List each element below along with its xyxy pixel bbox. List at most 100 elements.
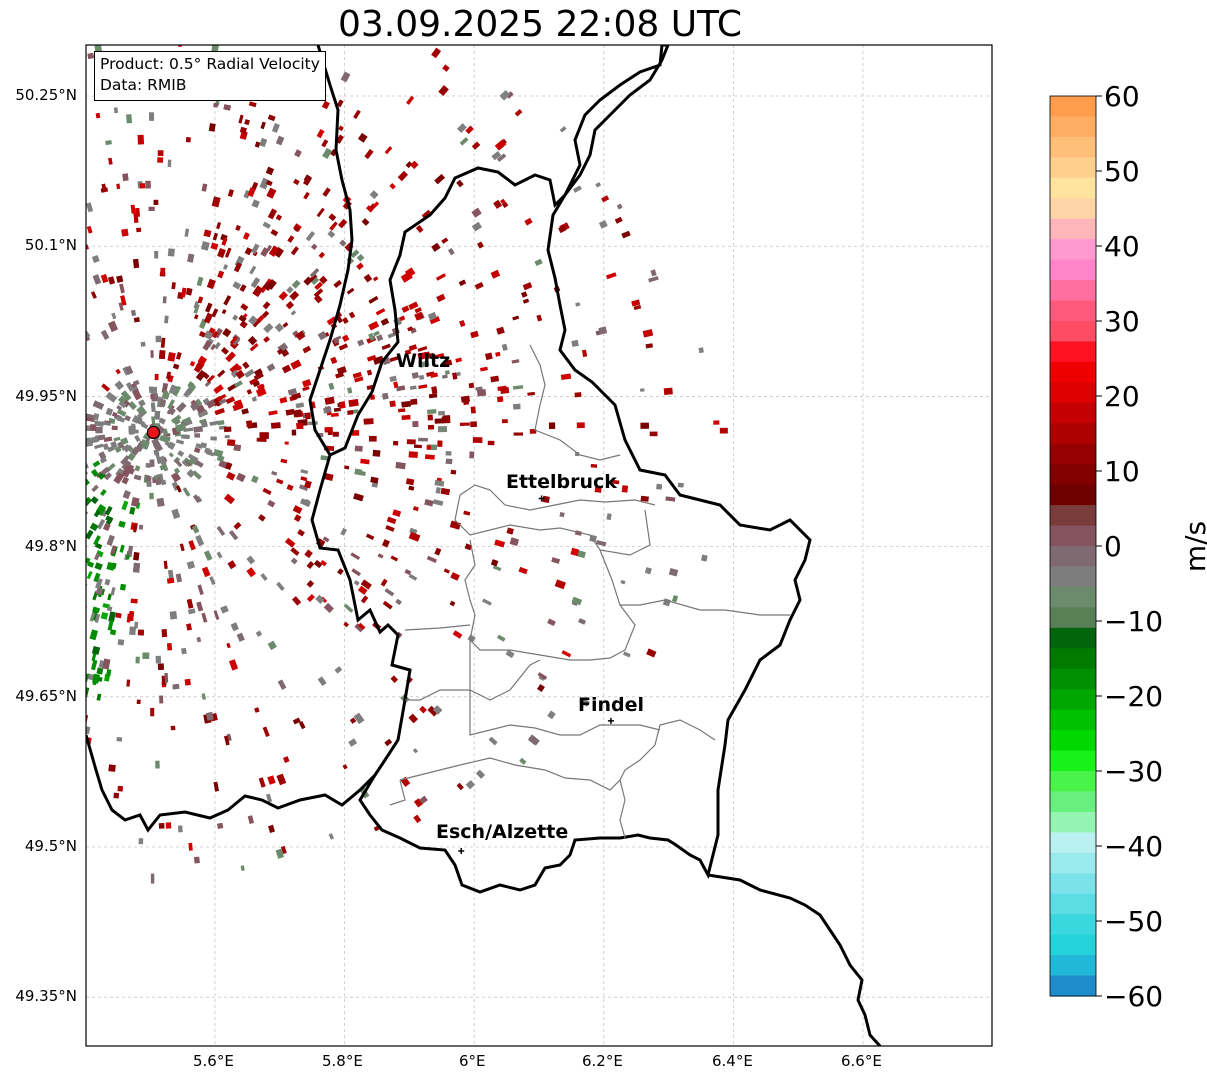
radar-echo-pixel (266, 245, 272, 252)
radar-echo-pixel (205, 450, 215, 457)
radar-echo-pixel (122, 173, 129, 182)
radar-echo-pixel (107, 320, 119, 333)
lat-label: 50.25°N (15, 86, 77, 104)
radar-echo-pixel (167, 248, 175, 257)
radar-echo-pixel (167, 399, 175, 410)
radar-echo-pixel (427, 409, 437, 415)
radar-echo-pixel (254, 368, 263, 377)
radar-echo-pixel (439, 427, 445, 432)
radar-echo-pixel (116, 183, 121, 190)
radar-echo-pixel (477, 241, 484, 249)
radar-echo-pixel (177, 450, 185, 457)
radar-echo-pixel (547, 618, 556, 627)
radar-echo-pixel (514, 109, 523, 117)
radar-echo-pixel (189, 360, 196, 367)
radar-echo-pixel (170, 725, 176, 731)
radar-echo-pixel (640, 422, 650, 429)
map-frame (85, 44, 993, 1047)
radar-echo-pixel (103, 436, 113, 443)
radar-echo-pixel (167, 569, 174, 581)
radar-echo-pixel (225, 351, 236, 363)
radar-echo-pixel (292, 717, 301, 725)
radar-echo-pixel (408, 301, 419, 310)
radar-echo-pixel (336, 366, 347, 375)
radar-echo-pixel (289, 290, 300, 301)
radar-echo-pixel (203, 330, 214, 340)
radar-echo-pixel (353, 580, 360, 586)
radar-echo-pixel (474, 282, 484, 290)
radar-echo-pixel (343, 603, 354, 613)
radar-echo-pixel (432, 499, 444, 506)
radar-echo-pixel (354, 376, 364, 383)
radar-echo-pixel (302, 379, 312, 388)
radar-echo-pixel (266, 363, 276, 372)
radar-echo-pixel (350, 552, 361, 561)
colorbar-swatch (1050, 280, 1096, 302)
radar-echo-pixel (265, 166, 275, 176)
radar-echo-pixel (159, 463, 168, 471)
radar-echo-pixel (173, 385, 182, 397)
radar-echo-pixel (129, 506, 136, 515)
radar-echo-pixel (90, 424, 97, 431)
radar-echo-pixel (431, 242, 441, 252)
radar-echo-pixel (164, 315, 169, 324)
radar-echo-pixel (509, 537, 519, 546)
radar-echo-pixel (275, 135, 285, 146)
radar-echo-pixel (475, 769, 485, 779)
radar-echo-pixel (322, 147, 333, 160)
radar-echo-pixel (482, 598, 492, 606)
radar-echo-pixel (267, 775, 276, 785)
radar-echo-pixel (506, 527, 514, 535)
radar-echo-pixel (199, 418, 207, 424)
radar-echo-pixel (211, 308, 219, 318)
radar-echo-pixel (303, 191, 310, 200)
radar-echo-pixel (251, 181, 259, 191)
radar-echo-pixel (208, 123, 216, 132)
radar-echo-pixel (192, 494, 201, 504)
radar-echo-pixel (154, 410, 161, 420)
radar-echo-pixel (233, 444, 242, 452)
radar-echo-pixel (287, 388, 298, 396)
radar-echo-pixel (356, 253, 365, 262)
radar-echo-pixel (128, 425, 136, 433)
radar-echo-pixel (656, 483, 663, 490)
radar-echo-pixel (138, 524, 144, 530)
radar-echo-pixel (102, 523, 111, 532)
radar-echo-pixel (183, 457, 194, 467)
radar-echo-pixel (496, 326, 505, 335)
radar-echo-pixel (368, 321, 380, 331)
radar-echo-pixel (160, 337, 166, 348)
radar-echo-pixel (173, 467, 181, 474)
radar-echo-pixel (511, 359, 520, 364)
radar-echo-pixel (225, 462, 233, 471)
radar-echo-pixel (224, 247, 232, 258)
radar-echo-pixel (166, 642, 173, 651)
radar-echo-pixel (455, 357, 463, 363)
radar-echo-pixel (610, 479, 620, 485)
radar-echo-pixel (161, 479, 167, 486)
radar-echo-pixel (424, 499, 434, 507)
radar-echo-pixel (145, 462, 151, 468)
radar-echo-pixel (412, 506, 419, 512)
radar-echo-pixel (86, 478, 90, 488)
radar-echo-pixel (410, 160, 419, 170)
radar-echo-pixel (527, 391, 535, 396)
radar-echo-pixel (459, 137, 469, 146)
radar-echo-pixel (146, 481, 152, 487)
colorbar-swatch (1050, 218, 1096, 240)
radar-echo-pixel (218, 398, 227, 405)
radar-echo-pixel (244, 119, 250, 126)
radar-echo-pixel (401, 414, 411, 420)
radar-echo-pixel (285, 408, 295, 416)
radar-echo-pixel (616, 203, 623, 210)
radar-echo-pixel (470, 406, 476, 414)
radar-echo-pixel (158, 455, 167, 466)
radar-echo-pixel (293, 514, 302, 523)
radar-echo-pixel (519, 757, 527, 765)
radar-echo-pixel (213, 610, 220, 620)
colorbar-swatch (1050, 239, 1096, 261)
radar-echo-pixel (575, 302, 581, 307)
radar-echo-pixel (212, 232, 218, 241)
radar-echo-pixel (263, 322, 274, 334)
radar-echo-pixel (178, 825, 183, 833)
